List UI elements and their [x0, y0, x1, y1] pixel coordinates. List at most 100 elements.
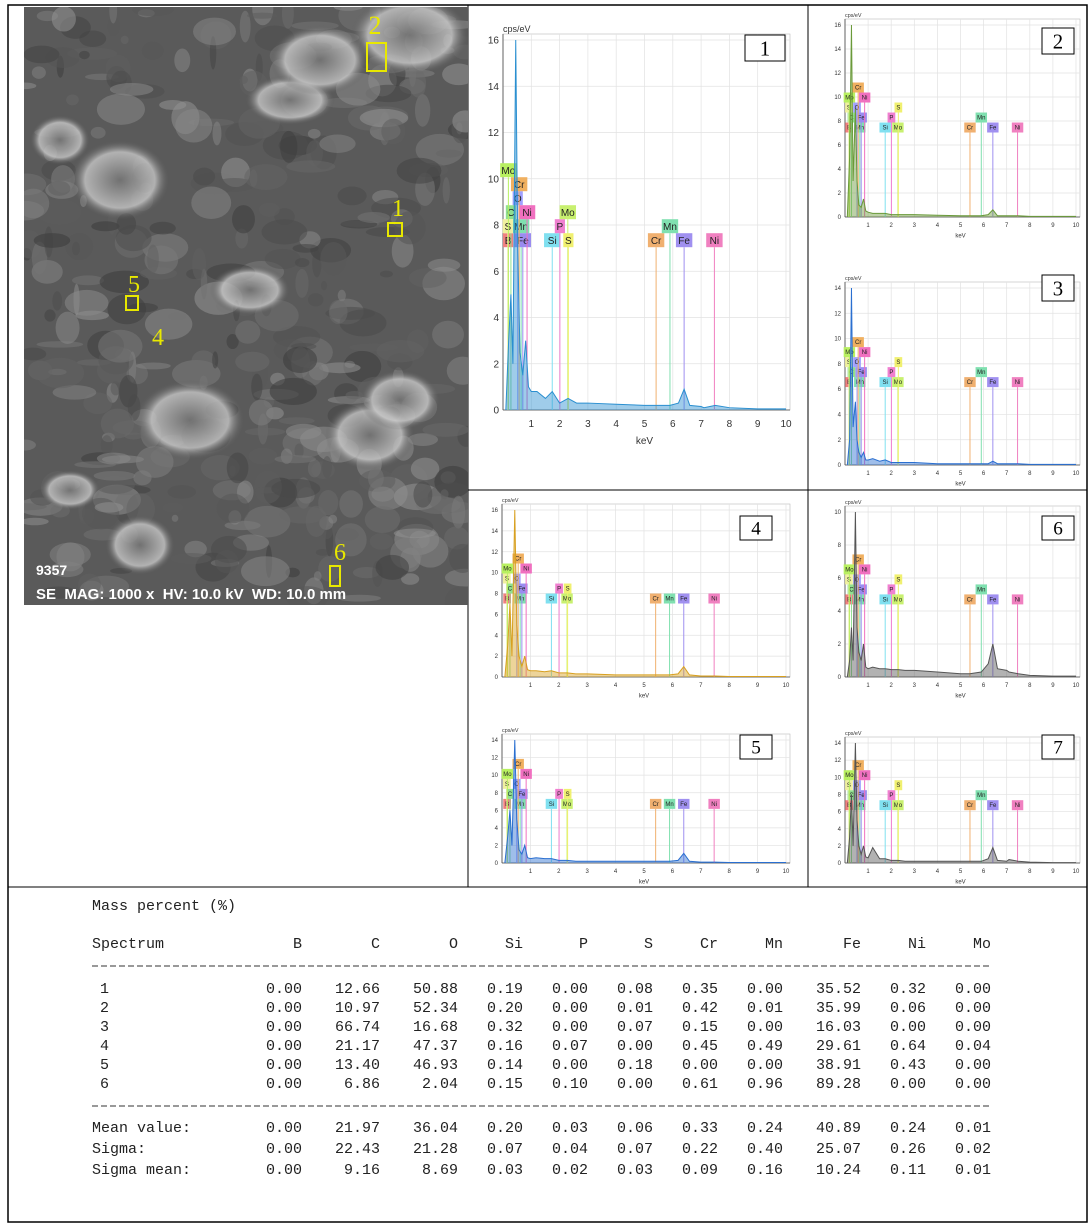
table-cell: 0.00	[890, 1019, 926, 1036]
table-cell: 0.45	[682, 1038, 718, 1055]
texture	[235, 320, 260, 343]
texture	[249, 448, 278, 465]
element-label: S	[565, 236, 572, 247]
table-cell: 0.20	[487, 1000, 523, 1017]
y-tick-label: 12	[834, 71, 841, 77]
x-tick-label: 6	[670, 419, 676, 430]
texture	[358, 212, 390, 223]
texture	[34, 233, 71, 248]
table-cell: 25.07	[816, 1141, 861, 1158]
table-cell: 47.37	[413, 1038, 458, 1055]
element-label: Mo	[845, 96, 854, 102]
texture	[40, 470, 100, 510]
table-cell: 0.08	[617, 981, 653, 998]
texture	[216, 494, 249, 524]
table-cell: 0.00	[552, 1057, 588, 1074]
table-cell: 0.16	[487, 1038, 523, 1055]
element-label: Cr	[515, 762, 521, 768]
panel-number: 5	[751, 738, 761, 759]
table-cell: 0.18	[617, 1057, 653, 1074]
texture	[193, 168, 215, 186]
y-tick-label: 12	[488, 128, 500, 139]
table-cell: 89.28	[816, 1076, 861, 1093]
texture	[415, 94, 430, 127]
texture	[66, 106, 82, 113]
element-label: Fe	[989, 803, 997, 809]
table-cell: 0.04	[955, 1038, 991, 1055]
element-label: C	[508, 792, 513, 798]
element-label: Ni	[710, 236, 719, 247]
texture	[135, 380, 245, 460]
texture	[368, 467, 384, 488]
element-label: Fe	[678, 236, 690, 247]
x-tick-label: 10	[783, 869, 790, 875]
table-cell: 40.89	[816, 1120, 861, 1137]
y-tick-label: 10	[834, 95, 841, 101]
table-cell: 0.24	[747, 1120, 783, 1137]
table-cell: Sigma mean:	[92, 1162, 191, 1179]
table-cell: Mn	[765, 936, 783, 953]
texture	[360, 370, 440, 430]
x-tick-label: 10	[1073, 471, 1080, 477]
table-cell: 0.07	[487, 1141, 523, 1158]
table-cell: 0.00	[682, 1057, 718, 1074]
texture	[175, 109, 212, 142]
table-cell: 0.40	[747, 1141, 783, 1158]
table-cell: 5	[100, 1057, 109, 1074]
table-cell: 0.00	[955, 1057, 991, 1074]
table-cell: 21.97	[335, 1120, 380, 1137]
texture	[172, 515, 179, 522]
y-tick-label: 12	[491, 756, 498, 762]
texture	[241, 556, 290, 586]
element-label: P	[557, 792, 561, 798]
texture	[376, 555, 410, 580]
x-tick-label: 1	[529, 419, 535, 430]
plot-frame	[845, 282, 1080, 465]
table-cell: 0.02	[955, 1141, 991, 1158]
table-cell: 3	[100, 1019, 109, 1036]
x-axis-label: keV	[636, 436, 654, 447]
element-label: S	[505, 782, 509, 788]
texture	[245, 428, 285, 436]
table-cell: 0.61	[682, 1076, 718, 1093]
texture	[24, 46, 60, 64]
element-label: Mn	[977, 587, 985, 593]
table-cell: 0.00	[266, 1120, 302, 1137]
sem-info: SE MAG: 1000 x HV: 10.0 kV WD: 10.0 mm	[36, 586, 346, 603]
table-cell: 0.42	[682, 1000, 718, 1017]
y-tick-label: 10	[491, 571, 498, 577]
element-label: P	[889, 587, 893, 593]
element-label: Ni	[862, 350, 868, 356]
texture	[142, 42, 164, 60]
element-label: S	[896, 360, 900, 366]
texture	[320, 242, 346, 276]
texture	[411, 458, 440, 481]
texture	[65, 233, 93, 260]
texture	[101, 435, 113, 454]
table-cell: 0.11	[890, 1162, 926, 1179]
texture	[94, 471, 136, 481]
table-cell: 0.01	[955, 1162, 991, 1179]
element-label: Fe	[518, 587, 526, 593]
table-cell: 35.52	[816, 981, 861, 998]
table-cell: 0.07	[552, 1038, 588, 1055]
texture	[44, 309, 55, 321]
texture	[210, 265, 290, 315]
texture	[314, 571, 322, 581]
texture	[316, 549, 330, 556]
table-cell: 0.07	[617, 1019, 653, 1036]
y-axis-label: cps/eV	[845, 13, 862, 19]
element-label: Fe	[989, 126, 997, 132]
table-cell: 0.01	[617, 1000, 653, 1017]
texture	[436, 149, 462, 157]
element-label: Mn	[663, 222, 677, 233]
element-label: Si	[549, 597, 554, 603]
texture	[261, 219, 307, 244]
element-label: C	[849, 587, 854, 593]
element-label: Fe	[680, 597, 688, 603]
texture	[434, 466, 471, 498]
texture	[36, 341, 83, 348]
y-tick-label: 0	[493, 406, 499, 417]
table-cell: 0.32	[487, 1019, 523, 1036]
x-tick-label: 2	[557, 419, 563, 430]
